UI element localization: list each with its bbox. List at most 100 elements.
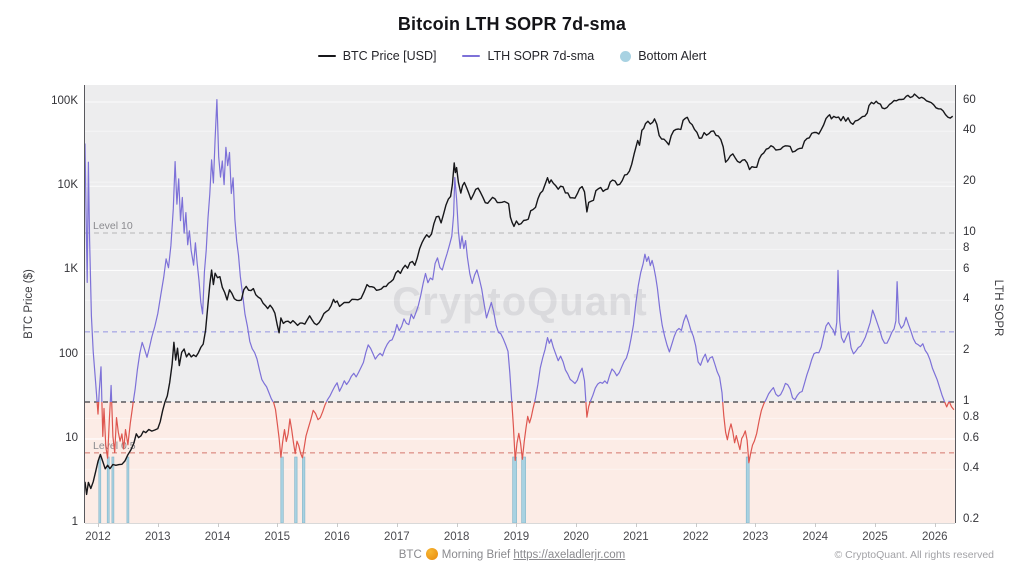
sopr-line-segment-below-1 — [272, 401, 327, 459]
sopr-line-segment-below-1 — [585, 401, 591, 418]
left-tick-10K: 10K — [57, 179, 78, 192]
x-tick-2013: 2013 — [144, 531, 171, 543]
sopr-line-segment-below-1 — [944, 401, 950, 408]
right-axis-spine — [955, 85, 956, 523]
x-tick-2024: 2024 — [802, 531, 829, 543]
sopr-line-segment-below-1 — [511, 401, 536, 461]
sopr-line-segment — [109, 384, 113, 403]
right-tick-2: 2 — [963, 344, 970, 357]
footer-brand: BTC — [398, 549, 422, 561]
x-tick-2014: 2014 — [204, 531, 231, 543]
bottom-alert-dot-icon — [620, 50, 632, 62]
footer-note: BTC Morning Brief https://axeladlerjr.com — [0, 548, 1024, 561]
x-tick-2020: 2020 — [563, 531, 589, 543]
x-tick-mark — [635, 523, 637, 527]
bottom-alert-bar — [294, 456, 298, 523]
x-tick-mark — [217, 523, 219, 527]
chart-title: Bitcoin LTH SOPR 7d-sma — [397, 14, 627, 34]
x-tick-mark — [277, 523, 279, 527]
sopr-line-segment-below-1 — [948, 401, 955, 411]
right-tick-20: 20 — [963, 175, 976, 188]
legend-item-btc: BTC Price [USD] — [317, 49, 437, 63]
bottom-alert-bar — [302, 456, 306, 523]
sopr-line-segment — [98, 366, 103, 403]
x-tick-mark — [755, 523, 757, 527]
legend: BTC Price [USD] LTH SOPR 7d-sma Bottom A… — [0, 49, 1024, 63]
right-tick-0.6: 0.6 — [963, 432, 979, 445]
x-tick-mark — [695, 523, 697, 527]
x-tick-mark — [396, 523, 398, 527]
bottom-alert-bar — [126, 456, 130, 523]
chart-plot-area[interactable]: CryptoQuant Level 10 Level 0.5 — [85, 85, 955, 523]
sopr-line-segment — [764, 269, 946, 403]
sopr-line-segment-below-1 — [111, 401, 134, 454]
sopr-line-segment — [85, 143, 98, 403]
x-tick-mark — [934, 523, 936, 527]
btc-price-line — [85, 93, 954, 496]
sopr-line-segment — [132, 99, 274, 403]
sopr-line-segment — [534, 337, 587, 403]
sopr-line-swatch — [462, 55, 481, 57]
x-tick-mark — [516, 523, 518, 527]
x-tick-mark — [815, 523, 817, 527]
x-tick-2022: 2022 — [682, 531, 709, 543]
right-tick-0.2: 0.2 — [963, 513, 979, 526]
x-tick-2023: 2023 — [742, 531, 769, 543]
legend-label-bottom-alert: Bottom Alert — [638, 49, 707, 63]
left-tick-10: 10 — [65, 431, 78, 444]
left-axis-title: BTC Price ($) — [23, 269, 35, 339]
left-tick-100: 100 — [58, 347, 78, 360]
x-tick-mark — [157, 523, 159, 527]
bottom-alert-bar — [98, 456, 102, 523]
right-tick-1: 1 — [963, 395, 970, 407]
sopr-line-segment — [948, 400, 950, 403]
legend-item-bottom-alert: Bottom Alert — [620, 49, 706, 63]
x-tick-2019: 2019 — [503, 531, 530, 543]
bottom-alert-bar — [512, 456, 517, 523]
bottom-alert-bar — [521, 456, 526, 523]
sopr-line-segment-below-1 — [96, 401, 100, 415]
orange-circle-icon — [425, 548, 438, 560]
right-tick-60: 60 — [963, 94, 976, 107]
bottom-alert-bar — [111, 456, 115, 523]
left-axis-spine — [84, 85, 85, 523]
right-tick-8: 8 — [963, 242, 970, 255]
x-tick-2012: 2012 — [85, 531, 111, 543]
x-tick-mark — [456, 523, 458, 527]
x-tick-2018: 2018 — [443, 531, 470, 543]
legend-label-sopr: LTH SOPR 7d-sma — [487, 49, 595, 63]
x-tick-2017: 2017 — [384, 531, 410, 543]
sopr-line-segment-below-1 — [101, 401, 111, 459]
x-tick-2025: 2025 — [862, 531, 888, 543]
right-tick-0.8: 0.8 — [963, 411, 979, 424]
x-tick-2021: 2021 — [623, 531, 649, 543]
x-tick-mark — [875, 523, 876, 527]
right-tick-0.4: 0.4 — [963, 462, 979, 475]
left-tick-100K: 100K — [51, 95, 78, 107]
legend-item-sopr: LTH SOPR 7d-sma — [462, 49, 594, 63]
legend-label-btc: BTC Price [USD] — [342, 49, 437, 63]
x-tick-mark — [576, 523, 578, 527]
footer-link[interactable]: https://axeladlerjr.com — [513, 549, 626, 561]
bottom-alert-bar — [745, 456, 750, 523]
x-tick-2026: 2026 — [921, 531, 948, 543]
x-tick-mark — [98, 523, 99, 527]
x-tick-2015: 2015 — [264, 531, 291, 543]
copyright-note: © CryptoQuant. All rights reserved — [834, 549, 994, 561]
right-tick-6: 6 — [963, 263, 970, 276]
bottom-alert-bar — [280, 456, 284, 523]
sopr-line-segment-below-1 — [722, 401, 766, 464]
right-tick-10: 10 — [963, 226, 976, 238]
level-10-annotation: Level 10 — [93, 220, 133, 232]
left-tick-1: 1 — [71, 516, 78, 528]
sopr-line-segment — [589, 253, 724, 403]
x-axis-line — [85, 523, 955, 524]
x-tick-mark — [337, 523, 339, 527]
x-tick-2016: 2016 — [324, 531, 350, 543]
left-tick-1K: 1K — [63, 263, 78, 276]
right-tick-40: 40 — [963, 124, 976, 137]
right-tick-4: 4 — [963, 293, 970, 306]
sopr-line-segment — [325, 176, 513, 403]
cryptoquant-watermark: CryptoQuant — [392, 280, 647, 324]
